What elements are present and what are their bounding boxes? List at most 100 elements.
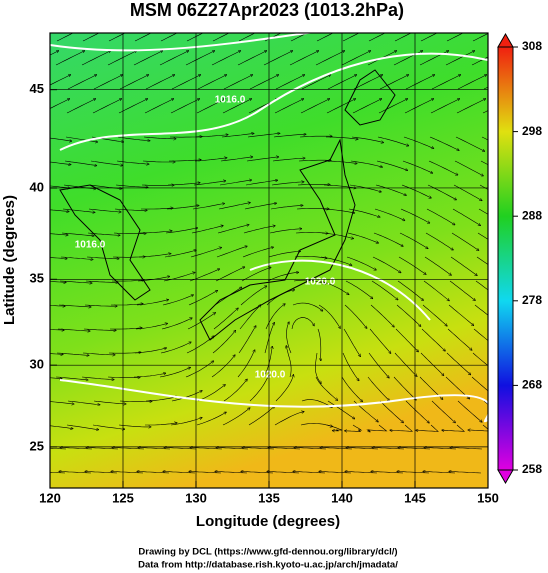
streamline — [119, 401, 152, 402]
streamline — [472, 352, 488, 367]
contour-label: 1020.0 — [255, 370, 286, 381]
streamline — [404, 99, 434, 114]
streamline — [92, 99, 122, 114]
streamline — [375, 184, 406, 195]
streamline — [400, 208, 430, 223]
streamline — [471, 376, 488, 392]
streamline — [345, 424, 363, 432]
streamline — [223, 75, 253, 90]
streamline — [216, 246, 247, 258]
streamline — [50, 137, 72, 141]
streamline — [135, 323, 168, 330]
colorbar-tick-label: 298 — [522, 124, 542, 138]
streamline — [315, 376, 338, 400]
streamline — [243, 226, 275, 234]
streamline — [220, 157, 253, 162]
streamline — [119, 75, 149, 90]
streamline — [399, 232, 428, 249]
streamline — [93, 400, 126, 404]
streamline — [275, 75, 305, 90]
colorbar-tick-label: 288 — [522, 208, 542, 222]
streamline — [212, 330, 236, 354]
streamline — [141, 208, 173, 209]
streamline — [165, 228, 198, 234]
streamline — [211, 355, 235, 378]
streamline — [315, 51, 345, 66]
streamline — [420, 352, 444, 376]
streamline — [162, 295, 193, 306]
streamline — [171, 391, 202, 402]
streamline — [133, 373, 166, 378]
y-axis-label: Latitude (degrees) — [1, 195, 18, 325]
streamline — [450, 447, 483, 450]
streamline — [237, 350, 255, 378]
streamline — [134, 348, 167, 354]
credit: Drawing by DCL (https://www.gfd-dennou.o… — [138, 547, 397, 558]
streamline — [327, 400, 355, 419]
streamline — [242, 247, 273, 258]
streamline — [293, 279, 326, 284]
streamline — [50, 51, 59, 56]
streamline — [373, 232, 403, 246]
contour-label: 1016.0 — [75, 240, 106, 251]
streamline — [245, 180, 278, 186]
streamline — [62, 208, 95, 212]
streamline — [270, 205, 303, 210]
contour-label: 1016.0 — [215, 95, 246, 106]
streamline — [248, 406, 275, 426]
streamline — [394, 33, 412, 42]
streamline — [50, 99, 70, 109]
colorbar-min-arrow — [497, 469, 514, 485]
streamline — [416, 424, 439, 431]
streamline — [115, 184, 148, 187]
streamline — [320, 256, 352, 265]
streamline — [144, 99, 174, 114]
streamline — [449, 280, 475, 301]
title: MSM 06Z27Apr2023 (1013.2hPa) — [130, 0, 404, 20]
streamline — [296, 208, 329, 209]
streamline — [195, 135, 228, 138]
streamline — [50, 401, 74, 404]
streamline — [170, 418, 202, 426]
streamline — [81, 376, 114, 380]
streamline — [114, 208, 147, 210]
colorbar-tick-label: 308 — [522, 39, 542, 53]
streamline — [324, 160, 357, 164]
colorbar — [497, 46, 514, 471]
credit: Data from http://database.rish.kyoto-u.a… — [138, 560, 398, 571]
streamline — [219, 180, 252, 186]
streamline — [249, 75, 279, 90]
streamline — [479, 184, 488, 190]
streamline — [378, 99, 408, 114]
streamline — [431, 400, 455, 423]
streamline — [344, 304, 367, 328]
streamline — [268, 251, 300, 258]
streamline — [322, 208, 355, 213]
streamline — [368, 352, 389, 378]
streamline — [286, 322, 292, 354]
streamline — [316, 33, 334, 42]
streamline — [425, 232, 453, 250]
streamline — [473, 328, 488, 341]
streamline — [50, 353, 63, 354]
streamline — [292, 302, 323, 311]
streamline — [133, 51, 163, 66]
streamline — [448, 304, 474, 326]
streamline — [60, 256, 93, 260]
y-tick-label: 35 — [30, 271, 44, 286]
streamline — [274, 412, 304, 426]
streamline — [342, 33, 360, 42]
streamline — [164, 250, 196, 258]
streamline — [321, 232, 354, 239]
streamline — [451, 232, 479, 250]
streamline — [50, 281, 66, 282]
streamline — [166, 205, 199, 210]
streamline — [244, 203, 277, 210]
streamline — [118, 99, 148, 114]
streamline — [390, 424, 414, 431]
isobar — [50, 33, 315, 52]
streamline — [300, 99, 330, 114]
streamline — [454, 160, 483, 176]
streamline — [457, 400, 482, 422]
